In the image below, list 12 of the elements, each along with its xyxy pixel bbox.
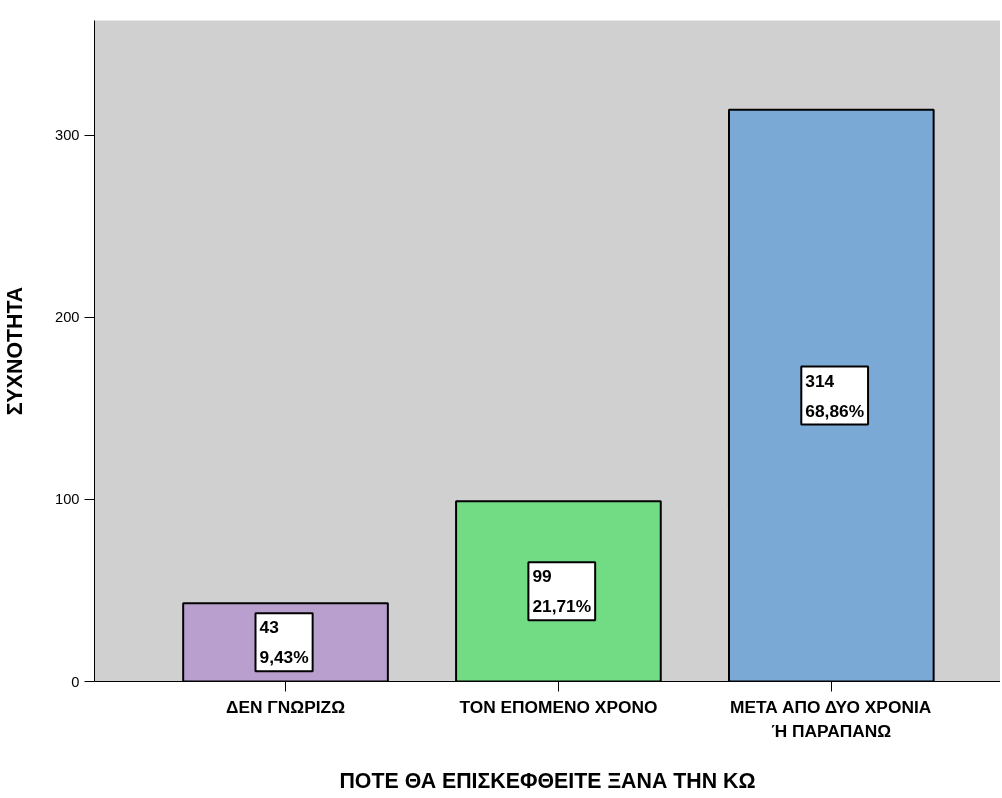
x-tick-label: ΤΟΝ ΕΠΟΜΕΝΟ ΧΡΟΝΟ — [459, 696, 658, 717]
data-label: 43 9,43% — [259, 617, 309, 668]
x-tick-label: ΔΕΝ ΓΝΩΡΙΖΩ — [226, 696, 346, 717]
y-tick-label: 0 — [71, 673, 80, 690]
data-label: 99 21,71% — [532, 566, 592, 617]
data-label: 314 68,86% — [805, 370, 865, 421]
x-tick-label: ΜΕΤΑ ΑΠΟ ΔΥΟ ΧΡΟΝΙΑ Ή ΠΑΡΑΠΑΝΩ — [730, 696, 932, 741]
x-axis-title: ΠΟΤΕ ΘΑ ΕΠΙΣΚΕΦΘΕΙΤΕ ΞΑΝΑ ΤΗΝ ΚΩ — [339, 768, 756, 793]
y-tick-label: 200 — [55, 309, 80, 326]
y-axis-title: ΣΥΧΝΟΤΗΤΑ — [3, 286, 28, 416]
y-tick-label: 300 — [55, 127, 80, 144]
y-tick-label: 100 — [55, 491, 80, 508]
